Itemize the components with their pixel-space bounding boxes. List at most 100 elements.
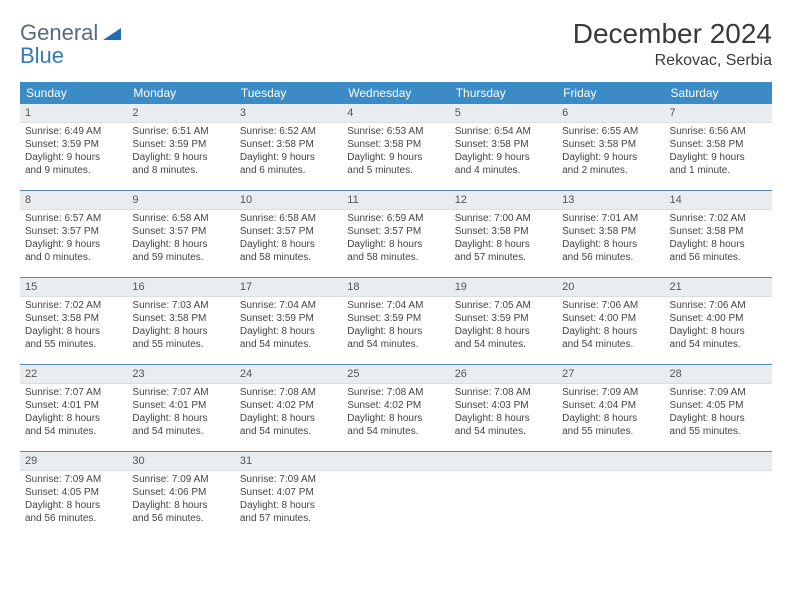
day-cell: 20Sunrise: 7:06 AMSunset: 4:00 PMDayligh…: [557, 278, 664, 364]
day-details: Sunrise: 7:02 AMSunset: 3:58 PMDaylight:…: [20, 297, 127, 357]
daylight-text: and 59 minutes.: [132, 251, 229, 264]
day-cell: 21Sunrise: 7:06 AMSunset: 4:00 PMDayligh…: [665, 278, 772, 364]
day-details: Sunrise: 7:01 AMSunset: 3:58 PMDaylight:…: [557, 210, 664, 270]
day-number: 29: [20, 452, 127, 471]
sunset-text: Sunset: 3:58 PM: [347, 138, 444, 151]
day-cell: 11Sunrise: 6:59 AMSunset: 3:57 PMDayligh…: [342, 191, 449, 277]
day-cell: 15Sunrise: 7:02 AMSunset: 3:58 PMDayligh…: [20, 278, 127, 364]
day-number: 23: [127, 365, 234, 384]
daylight-text: Daylight: 8 hours: [670, 325, 767, 338]
day-number: 31: [235, 452, 342, 471]
sunset-text: Sunset: 4:00 PM: [562, 312, 659, 325]
day-details: Sunrise: 7:07 AMSunset: 4:01 PMDaylight:…: [127, 384, 234, 444]
sunrise-text: Sunrise: 6:53 AM: [347, 125, 444, 138]
day-number: 5: [450, 104, 557, 123]
day-details: Sunrise: 7:09 AMSunset: 4:05 PMDaylight:…: [20, 471, 127, 531]
day-cell: 12Sunrise: 7:00 AMSunset: 3:58 PMDayligh…: [450, 191, 557, 277]
daylight-text: Daylight: 9 hours: [132, 151, 229, 164]
location: Rekovac, Serbia: [573, 52, 772, 70]
month-title: December 2024: [573, 18, 772, 50]
week-row: 1Sunrise: 6:49 AMSunset: 3:59 PMDaylight…: [20, 104, 772, 191]
sunset-text: Sunset: 3:59 PM: [25, 138, 122, 151]
day-number: 8: [20, 191, 127, 210]
sunset-text: Sunset: 3:58 PM: [562, 225, 659, 238]
day-cell: 2Sunrise: 6:51 AMSunset: 3:59 PMDaylight…: [127, 104, 234, 190]
sunset-text: Sunset: 3:57 PM: [347, 225, 444, 238]
sunset-text: Sunset: 4:04 PM: [562, 399, 659, 412]
daylight-text: and 54 minutes.: [347, 338, 444, 351]
day-cell: 8Sunrise: 6:57 AMSunset: 3:57 PMDaylight…: [20, 191, 127, 277]
daylight-text: Daylight: 8 hours: [240, 412, 337, 425]
daylight-text: Daylight: 8 hours: [562, 325, 659, 338]
daylight-text: and 54 minutes.: [240, 425, 337, 438]
daylight-text: and 55 minutes.: [25, 338, 122, 351]
day-details: Sunrise: 7:04 AMSunset: 3:59 PMDaylight:…: [235, 297, 342, 357]
sunrise-text: Sunrise: 6:57 AM: [25, 212, 122, 225]
daylight-text: and 58 minutes.: [240, 251, 337, 264]
day-number: 4: [342, 104, 449, 123]
sunset-text: Sunset: 4:02 PM: [240, 399, 337, 412]
sunset-text: Sunset: 3:59 PM: [347, 312, 444, 325]
sunrise-text: Sunrise: 7:02 AM: [670, 212, 767, 225]
sunrise-text: Sunrise: 7:04 AM: [240, 299, 337, 312]
day-number: 27: [557, 365, 664, 384]
daylight-text: Daylight: 8 hours: [132, 325, 229, 338]
day-number: [450, 452, 557, 471]
daylight-text: and 54 minutes.: [455, 338, 552, 351]
daylight-text: and 1 minute.: [670, 164, 767, 177]
sunset-text: Sunset: 4:06 PM: [132, 486, 229, 499]
daylight-text: Daylight: 9 hours: [240, 151, 337, 164]
day-details: Sunrise: 6:53 AMSunset: 3:58 PMDaylight:…: [342, 123, 449, 183]
day-cell: [557, 452, 664, 538]
daylight-text: and 8 minutes.: [132, 164, 229, 177]
sunset-text: Sunset: 3:58 PM: [670, 138, 767, 151]
daylight-text: and 57 minutes.: [240, 512, 337, 525]
sunrise-text: Sunrise: 7:01 AM: [562, 212, 659, 225]
day-details: Sunrise: 6:56 AMSunset: 3:58 PMDaylight:…: [665, 123, 772, 183]
day-cell: 22Sunrise: 7:07 AMSunset: 4:01 PMDayligh…: [20, 365, 127, 451]
day-number: 15: [20, 278, 127, 297]
day-cell: 10Sunrise: 6:58 AMSunset: 3:57 PMDayligh…: [235, 191, 342, 277]
day-details: Sunrise: 7:06 AMSunset: 4:00 PMDaylight:…: [557, 297, 664, 357]
weekday-header: Sunday: [20, 82, 127, 104]
daylight-text: and 6 minutes.: [240, 164, 337, 177]
sunrise-text: Sunrise: 7:09 AM: [240, 473, 337, 486]
day-cell: 17Sunrise: 7:04 AMSunset: 3:59 PMDayligh…: [235, 278, 342, 364]
day-details: Sunrise: 7:02 AMSunset: 3:58 PMDaylight:…: [665, 210, 772, 270]
day-details: Sunrise: 7:09 AMSunset: 4:04 PMDaylight:…: [557, 384, 664, 444]
sunrise-text: Sunrise: 6:51 AM: [132, 125, 229, 138]
sunrise-text: Sunrise: 7:08 AM: [347, 386, 444, 399]
day-number: 9: [127, 191, 234, 210]
daylight-text: Daylight: 9 hours: [347, 151, 444, 164]
sunrise-text: Sunrise: 6:59 AM: [347, 212, 444, 225]
daylight-text: Daylight: 8 hours: [240, 325, 337, 338]
daylight-text: Daylight: 8 hours: [132, 238, 229, 251]
sunrise-text: Sunrise: 6:58 AM: [240, 212, 337, 225]
daylight-text: and 2 minutes.: [562, 164, 659, 177]
day-number: 12: [450, 191, 557, 210]
sunset-text: Sunset: 3:58 PM: [455, 225, 552, 238]
daylight-text: and 54 minutes.: [455, 425, 552, 438]
weekday-header-row: SundayMondayTuesdayWednesdayThursdayFrid…: [20, 82, 772, 104]
day-number: 6: [557, 104, 664, 123]
weekday-header: Saturday: [665, 82, 772, 104]
day-cell: 3Sunrise: 6:52 AMSunset: 3:58 PMDaylight…: [235, 104, 342, 190]
day-number: [665, 452, 772, 471]
sunrise-text: Sunrise: 6:52 AM: [240, 125, 337, 138]
day-number: 16: [127, 278, 234, 297]
day-cell: [665, 452, 772, 538]
daylight-text: and 54 minutes.: [25, 425, 122, 438]
day-number: 18: [342, 278, 449, 297]
daylight-text: Daylight: 9 hours: [670, 151, 767, 164]
daylight-text: and 56 minutes.: [132, 512, 229, 525]
day-number: 7: [665, 104, 772, 123]
day-number: 22: [20, 365, 127, 384]
daylight-text: Daylight: 8 hours: [562, 238, 659, 251]
week-row: 15Sunrise: 7:02 AMSunset: 3:58 PMDayligh…: [20, 278, 772, 365]
sunrise-text: Sunrise: 7:04 AM: [347, 299, 444, 312]
sunset-text: Sunset: 3:57 PM: [240, 225, 337, 238]
calendar: SundayMondayTuesdayWednesdayThursdayFrid…: [20, 82, 772, 538]
sunset-text: Sunset: 3:58 PM: [562, 138, 659, 151]
brand-logo: General Blue: [20, 22, 121, 68]
day-cell: 23Sunrise: 7:07 AMSunset: 4:01 PMDayligh…: [127, 365, 234, 451]
